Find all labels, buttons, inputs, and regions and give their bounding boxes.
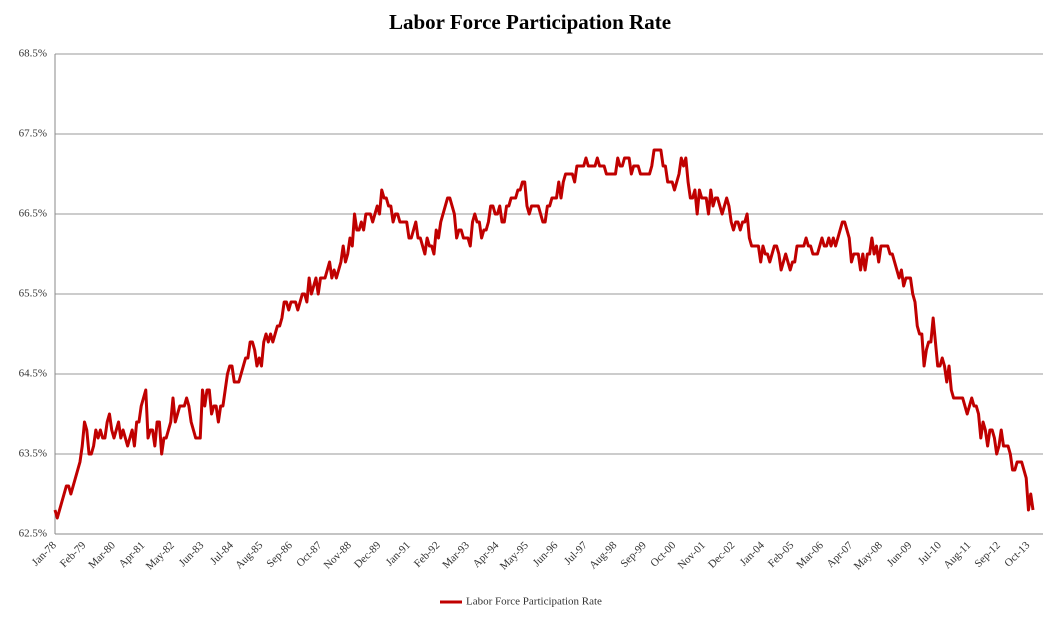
- y-tick-label: 67.5%: [19, 128, 47, 140]
- x-tick-label: Oct-13: [1002, 539, 1032, 569]
- x-tick-label: Oct-00: [648, 539, 678, 569]
- x-tick-label: Apr-94: [471, 539, 502, 570]
- x-tick-label: Jun-83: [177, 539, 207, 569]
- x-tick-label: Feb-79: [58, 539, 89, 570]
- x-tick-label: Mar-93: [440, 539, 472, 571]
- x-tick-label: Jan-04: [738, 539, 768, 569]
- y-tick-label: 65.5%: [19, 288, 47, 300]
- x-tick-label: Aug-85: [233, 539, 266, 572]
- x-tick-label: Jul-10: [916, 539, 944, 567]
- x-tick-label: Apr-81: [117, 539, 148, 570]
- line-series: [53, 148, 1035, 520]
- x-tick-label: May-95: [498, 539, 531, 572]
- x-tick-label: Jun-96: [531, 539, 561, 569]
- x-tick-label: Feb-92: [412, 539, 443, 570]
- y-tick-label: 62.5%: [19, 528, 47, 540]
- x-tick-label: Dec-02: [706, 539, 737, 570]
- x-tick-label: Jan-78: [30, 539, 60, 569]
- y-tick-label: 66.5%: [19, 208, 47, 220]
- x-tick-label: Sep-99: [618, 539, 649, 570]
- legend-label: Labor Force Participation Rate: [466, 596, 602, 608]
- x-tick-label: Nov-88: [322, 539, 355, 572]
- y-tick-label: 63.5%: [19, 448, 47, 460]
- x-tick-label: Sep-86: [264, 539, 295, 570]
- y-tick-label: 68.5%: [19, 48, 47, 60]
- x-tick-label: Mar-80: [86, 539, 118, 571]
- x-tick-label: Mar-06: [794, 539, 826, 571]
- x-tick-label: Feb-05: [766, 539, 797, 570]
- x-tick-label: Dec-89: [352, 539, 384, 571]
- x-tick-label: Jan-91: [384, 539, 413, 568]
- x-tick-label: Aug-11: [941, 539, 973, 571]
- x-tick-label: May-82: [144, 539, 177, 572]
- x-tick-label: Aug-98: [587, 539, 620, 572]
- x-tick-label: Apr-07: [825, 539, 856, 570]
- x-tick-label: Oct-87: [294, 539, 324, 569]
- y-tick-label: 64.5%: [19, 368, 47, 380]
- x-tick-label: Jun-09: [885, 539, 915, 569]
- x-tick-label: May-08: [852, 539, 885, 572]
- x-tick-label: Nov-01: [676, 539, 708, 571]
- chart-title: Labor Force Participation Rate: [389, 10, 671, 34]
- x-tick-label: Sep-12: [972, 539, 1003, 570]
